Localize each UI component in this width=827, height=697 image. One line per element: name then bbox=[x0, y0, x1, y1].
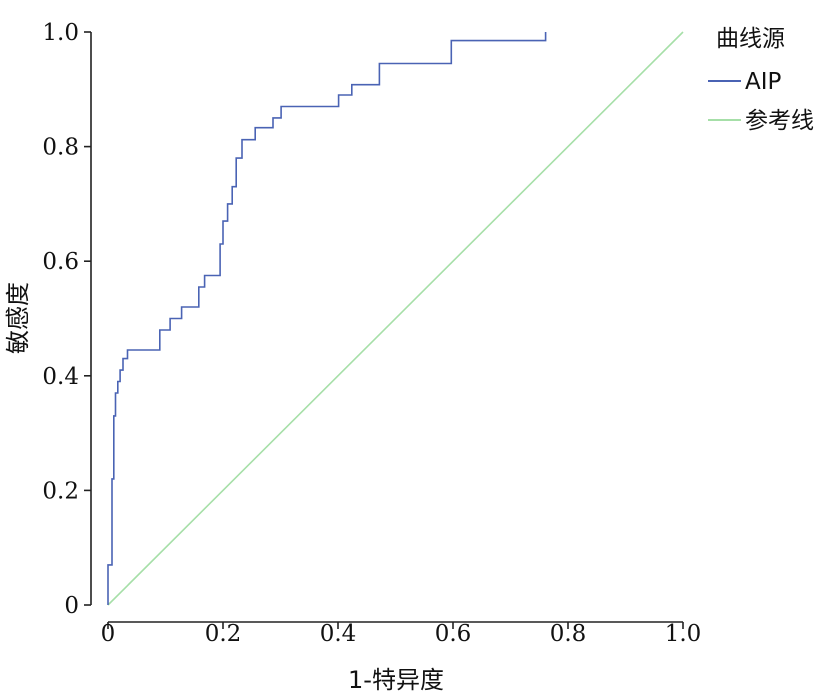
legend-entry-aip: AIP bbox=[745, 69, 782, 95]
legend-entry-reference: 参考线 bbox=[745, 108, 814, 134]
x-tick-label: 0.4 bbox=[320, 621, 357, 647]
x-tick-label: 0.8 bbox=[550, 621, 587, 647]
x-tick-label: 0 bbox=[101, 621, 116, 647]
y-tick-label: 0.4 bbox=[42, 364, 79, 390]
y-tick-label: 0.6 bbox=[42, 249, 79, 275]
plot-area bbox=[107, 31, 684, 606]
y-tick-label: 0.8 bbox=[42, 135, 79, 161]
roc-curve-aip bbox=[107, 32, 547, 605]
axes: 0 0.2 0.4 0.6 0.8 1.0 0 0.2 0.4 0.6 0.8 1.0 bbox=[42, 20, 701, 647]
x-axis-title: 1-特异度 bbox=[348, 666, 444, 694]
y-tick-label: 0 bbox=[64, 593, 79, 619]
x-tick-label: 0.6 bbox=[435, 621, 472, 647]
legend: 曲线源 AIP 参考线 bbox=[708, 26, 814, 134]
y-tick-label: 1.0 bbox=[42, 20, 79, 46]
y-axis-title: 敏感度 bbox=[4, 282, 32, 354]
reference-line bbox=[107, 31, 684, 606]
x-tick-label: 0.2 bbox=[205, 621, 242, 647]
x-tick-label: 1.0 bbox=[665, 621, 702, 647]
legend-title: 曲线源 bbox=[716, 26, 785, 52]
y-tick-label: 0.2 bbox=[42, 478, 79, 504]
